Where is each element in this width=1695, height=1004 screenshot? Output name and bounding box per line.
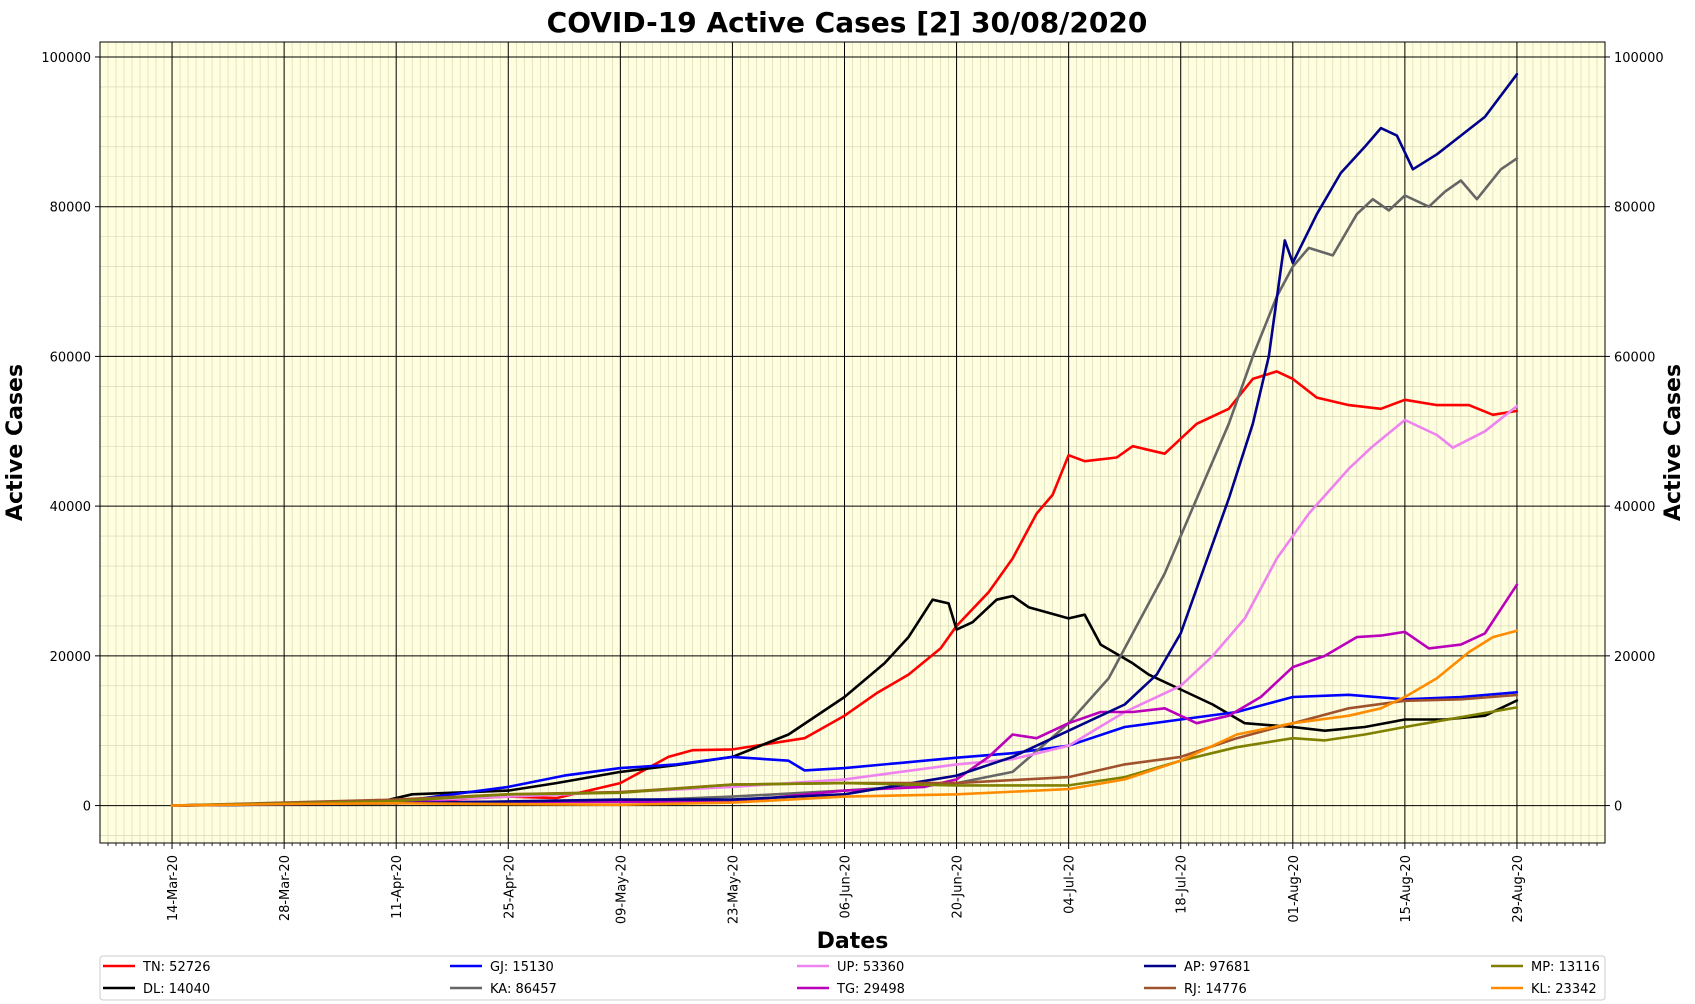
x-tick-label: 15-Aug-20 — [1399, 855, 1414, 923]
legend-label: KA: 86457 — [490, 982, 557, 997]
x-tick-label: 18-Jul-20 — [1175, 855, 1190, 914]
legend-label: RJ: 14776 — [1184, 982, 1247, 997]
series-line — [170, 370, 1519, 807]
series-line — [170, 629, 1519, 807]
x-tick-label: 20-Jun-20 — [951, 855, 966, 919]
series-layer — [170, 73, 1519, 807]
y-tick-label-left: 80000 — [50, 201, 91, 216]
y-tick-label-right: 0 — [1614, 800, 1622, 815]
x-axis-title: Dates — [817, 929, 889, 954]
legend-label: MP: 13116 — [1531, 960, 1600, 975]
x-tick-label: 28-Mar-20 — [278, 855, 293, 921]
x-tick-label: 06-Jun-20 — [838, 855, 853, 919]
y-axis-title-right: Active Cases — [1661, 364, 1686, 521]
legend-label: UP: 53360 — [837, 960, 904, 975]
x-tick-label: 25-Apr-20 — [502, 855, 517, 919]
y-tick-label-left: 60000 — [50, 350, 91, 365]
y-tick-label-left: 0 — [83, 800, 91, 815]
series-line — [170, 706, 1519, 807]
legend-label: DL: 14040 — [143, 982, 210, 997]
x-tick-label: 23-May-20 — [726, 855, 741, 924]
y-axis-title-left: Active Cases — [3, 364, 28, 521]
legend-label: GJ: 15130 — [490, 960, 554, 975]
x-tick-label: 01-Aug-20 — [1287, 855, 1302, 923]
series-line — [170, 73, 1519, 807]
legend-label: TG: 29498 — [836, 982, 905, 997]
series-line — [170, 583, 1519, 807]
y-tick-label-left: 20000 — [50, 650, 91, 665]
x-axis: 14-Mar-20 28-Mar-20 11-Apr-20 25-Apr-20 09-M… — [107, 843, 1598, 924]
x-tick-label: 04-Jul-20 — [1063, 855, 1078, 914]
major-grid — [100, 42, 1605, 843]
y-tick-label-right: 20000 — [1614, 650, 1655, 665]
chart-title: COVID-19 Active Cases [2] 30/08/2020 — [547, 6, 1148, 39]
x-tick-label: 29-Aug-20 — [1511, 855, 1526, 923]
x-tick-label: 11-Apr-20 — [390, 855, 405, 919]
y-tick-label-left: 40000 — [50, 500, 91, 515]
y-tick-label-right: 100000 — [1614, 51, 1664, 66]
series-line — [170, 690, 1519, 807]
legend: TN: 52726 DL: 14040 GJ: 15130 KA: 86457 UP: … — [99, 955, 1606, 1001]
y-tick-label-right: 40000 — [1614, 500, 1655, 515]
legend-label: KL: 23342 — [1531, 982, 1597, 997]
legend-label: TN: 52726 — [142, 960, 211, 975]
y-tick-label-right: 60000 — [1614, 350, 1655, 365]
y-tick-label-right: 80000 — [1614, 201, 1655, 216]
x-tick-label: 14-Mar-20 — [166, 855, 181, 921]
x-tick-label: 09-May-20 — [614, 855, 629, 924]
legend-label: AP: 97681 — [1184, 960, 1251, 975]
series-line — [170, 594, 1519, 807]
y-tick-label-left: 100000 — [41, 51, 91, 66]
y-axis-right: 0 20000 40000 60000 80000 100000 — [1605, 51, 1664, 815]
y-axis-left: 0 20000 40000 60000 80000 100000 — [41, 51, 100, 815]
